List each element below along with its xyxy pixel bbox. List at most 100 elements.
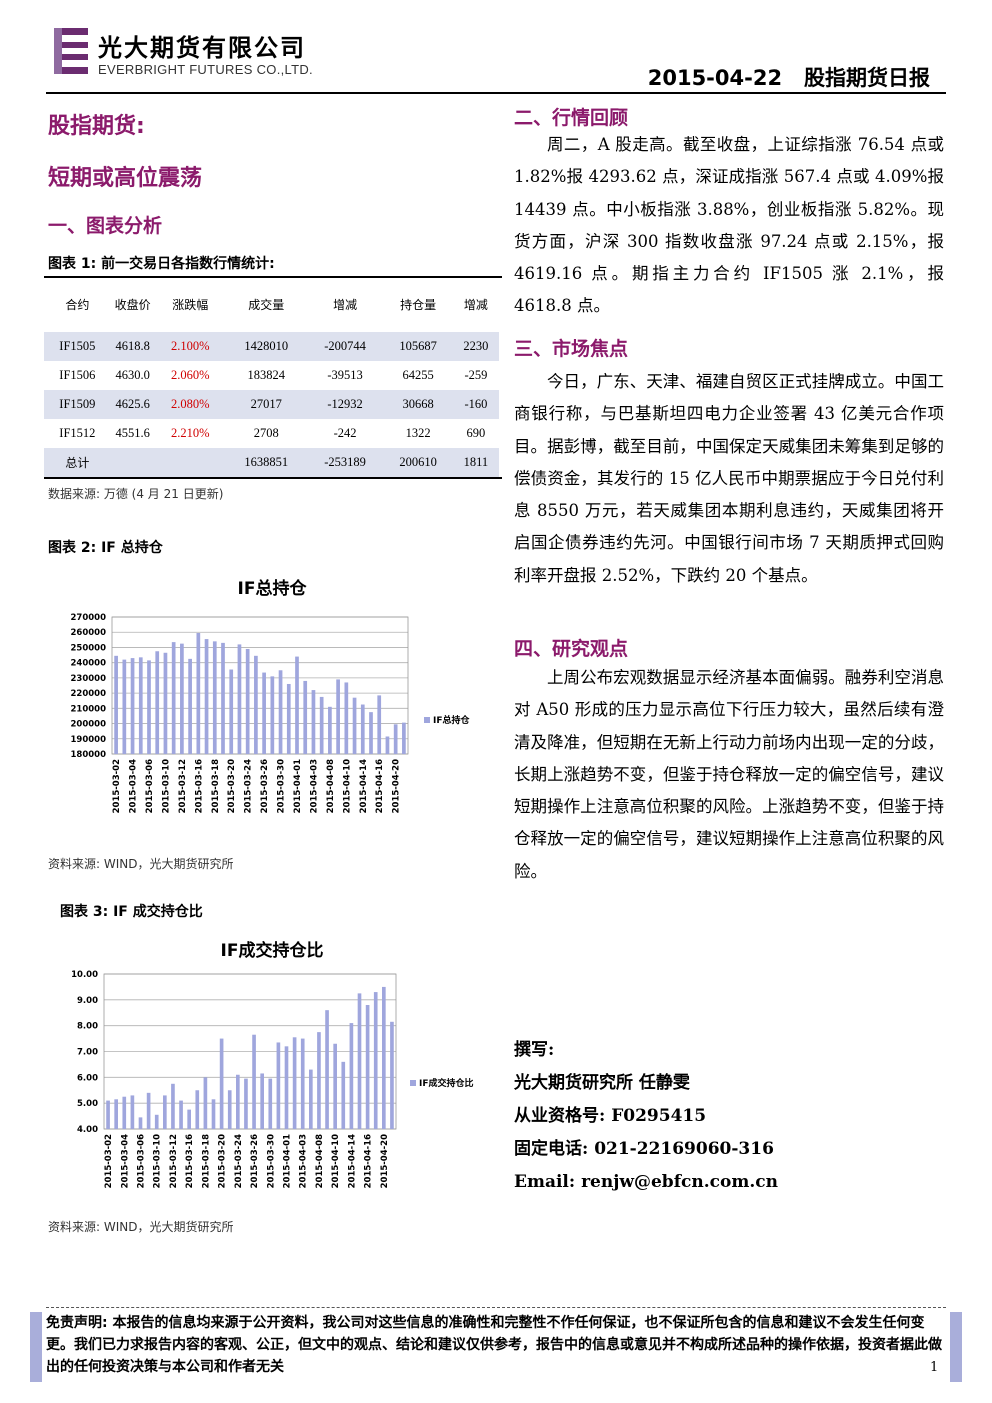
table-cell: 2230 (452, 332, 499, 361)
x-tick-label: 2015-03-06 (137, 1134, 147, 1188)
bar (138, 657, 143, 754)
bar (262, 672, 266, 754)
market-focus-text: 今日，广东、天津、福建自贸区正式挂牌成立。中国工商银行称，与巴基斯坦四电力企业签… (514, 366, 944, 592)
bar (303, 680, 308, 754)
table-cell: -200744 (306, 332, 384, 361)
bar (325, 1010, 329, 1129)
y-tick-label: 7.00 (77, 1048, 98, 1058)
bar (187, 1109, 191, 1129)
author-name: 光大期货研究所 任静雯 (514, 1073, 690, 1093)
bar (114, 1099, 118, 1129)
disclaimer-text: 免责声明: 本报告的信息均来源于公开资料，我公司对这些信息的准确性和完整性不作任… (46, 1315, 942, 1375)
table-cell: 64255 (402, 368, 434, 382)
report-title: 股指期货: (48, 114, 145, 139)
x-tick-label: 2015-03-02 (112, 759, 122, 813)
bar (236, 1074, 240, 1129)
chart3-source: 资料来源: WIND，光大期货研究所 (48, 1220, 234, 1234)
y-tick-label: 240000 (71, 659, 107, 669)
bar (227, 1090, 232, 1129)
x-tick-label: 2015-04-14 (347, 1134, 357, 1188)
x-tick-label: 2015-03-24 (244, 759, 254, 813)
legend-label: IF总持仓 (433, 714, 470, 726)
bar (195, 1090, 200, 1129)
bar (229, 669, 234, 754)
bar (130, 1095, 135, 1129)
x-tick-label: 2015-03-04 (120, 1134, 130, 1188)
bar (300, 1038, 305, 1129)
bar (155, 651, 160, 754)
footer-bar-right (950, 1312, 962, 1382)
bar (317, 1032, 321, 1129)
company-name-en: EVERBRIGHT FUTURES CO.,LTD. (98, 62, 313, 77)
y-tick-label: 8.00 (77, 1022, 98, 1032)
bar (344, 682, 349, 754)
bar (179, 1100, 183, 1129)
section-market-focus: 三、市场焦点 (514, 338, 629, 360)
bar (385, 736, 390, 754)
email-link[interactable]: renjw@ebfcn.com.cn (581, 1172, 778, 1192)
table-cell (110, 448, 155, 477)
table-header: 持仓量 (400, 298, 437, 312)
bar (311, 690, 316, 754)
chart2-caption: 图表 2: IF 总持仓 (48, 540, 163, 556)
x-tick-label: 2015-04-20 (380, 1134, 390, 1188)
bar (352, 697, 357, 754)
y-tick-label: 220000 (71, 689, 107, 699)
bar (260, 1073, 264, 1129)
x-tick-label: 2015-03-30 (277, 759, 287, 813)
x-tick-label: 2015-03-10 (153, 1134, 163, 1188)
x-tick-label: 2015-03-12 (169, 1134, 179, 1188)
email-label: Email: (514, 1172, 576, 1192)
bar (295, 656, 299, 754)
bar (245, 648, 250, 754)
x-tick-label: 2015-03-10 (161, 759, 171, 813)
table1-caption: 图表 1: 前一交易日各指数行情统计: (48, 256, 275, 272)
y-tick-label: 9.00 (77, 996, 98, 1006)
bar (390, 1021, 394, 1129)
x-tick-label: 2015-03-20 (227, 759, 237, 813)
bar (309, 1069, 313, 1129)
x-tick-label: 2015-04-01 (293, 759, 303, 813)
y-tick-label: 210000 (71, 704, 107, 714)
y-tick-label: 250000 (71, 643, 107, 653)
table-cell: IF1509 (44, 390, 111, 419)
table-cell: -12932 (306, 390, 384, 419)
bar (319, 696, 324, 754)
table-cell: 1428010 (225, 332, 307, 361)
bar (360, 704, 365, 754)
x-tick-label: 2015-04-10 (342, 759, 352, 813)
bar (146, 1092, 151, 1129)
bar (204, 639, 209, 754)
company-logo (54, 28, 88, 74)
author-label: 撰写: (514, 1040, 555, 1060)
section-research-view: 四、研究观点 (514, 638, 629, 660)
x-tick-label: 2015-04-08 (326, 759, 336, 813)
chart-title: IF成交持仓比 (221, 940, 324, 961)
table-cell: 105687 (383, 332, 453, 361)
table-cell: 27017 (225, 390, 307, 419)
bar (188, 658, 192, 754)
bar (163, 1095, 167, 1129)
license-number: 从业资格号: F0295415 (514, 1106, 707, 1126)
x-tick-label: 2015-03-16 (185, 1134, 195, 1188)
x-tick-label: 2015-03-24 (234, 1134, 244, 1188)
table-cell: -160 (452, 390, 499, 419)
section-chart-analysis: 一、图表分析 (48, 215, 163, 237)
chart-if-total-oi: IF总持仓 270000 260000 250000 240000 230000 22000… (71, 578, 471, 813)
table-row: IF1505 4618.8 2.100% 1428010 -200744 105… (44, 332, 499, 361)
table-cell: 总计 (44, 448, 111, 477)
bar (219, 1038, 224, 1129)
table-cell: -253189 (306, 448, 384, 477)
email-line: Email: renjw@ebfcn.com.cn (514, 1166, 778, 1199)
table-cell: 690 (466, 426, 486, 440)
x-tick-label: 2015-04-16 (364, 1134, 374, 1188)
y-tick-label: 190000 (71, 735, 107, 745)
bar (365, 1005, 370, 1129)
research-view-paragraph: 上周公布宏观数据显示经济基本面偏弱。融券利空消息对 A50 形成的压力显示高位下… (514, 668, 944, 881)
bar (106, 1100, 110, 1129)
bar (237, 644, 242, 754)
table-row: IF1512 4551.6 2.210% 2708 -242 1322 690 (44, 419, 499, 448)
x-tick-label: 2015-04-14 (359, 759, 369, 813)
bar (154, 1114, 159, 1129)
legend-swatch (424, 717, 430, 723)
